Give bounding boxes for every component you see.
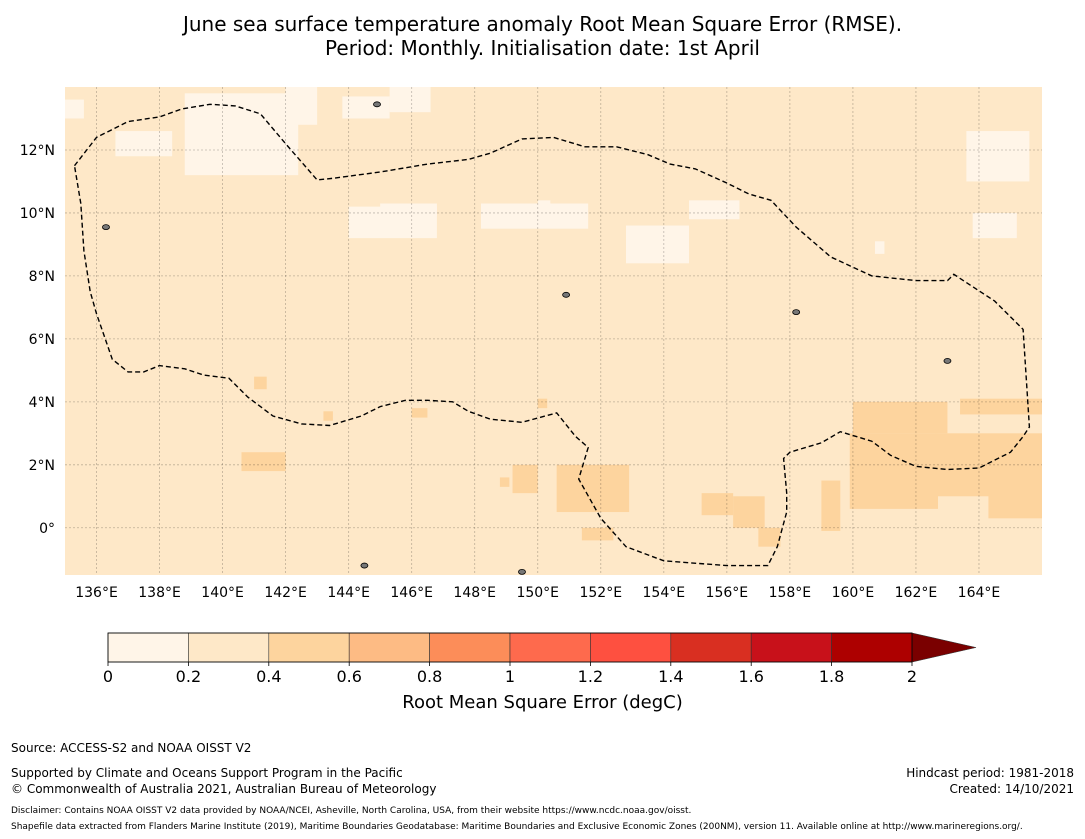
copyright-text: © Commonwealth of Australia 2021, Austra… bbox=[11, 782, 437, 796]
island bbox=[562, 291, 571, 298]
rmse-cell-0.4-0.6 bbox=[254, 376, 267, 390]
rmse-cell-0.4-0.6 bbox=[758, 527, 781, 547]
rmse-cell-0.4-0.6 bbox=[323, 411, 333, 421]
rmse-cell-0.4-0.6 bbox=[537, 398, 548, 409]
source-text: Source: ACCESS-S2 and NOAA OISST V2 bbox=[11, 741, 252, 755]
lat-tick-label: 4°N bbox=[29, 395, 55, 411]
colorbar-tick-label: 0.2 bbox=[176, 667, 201, 686]
lon-tick-label: 164°E bbox=[958, 585, 1001, 601]
rmse-cell-0.4-0.6 bbox=[852, 401, 948, 434]
colorbar-tick-label: 1 bbox=[505, 667, 515, 686]
colorbar-segment bbox=[831, 632, 913, 663]
rmse-cell-0.4-0.6 bbox=[821, 480, 841, 531]
rmse-cell-0-0.2 bbox=[184, 93, 299, 176]
rmse-cell-0-0.2 bbox=[972, 212, 1017, 239]
colorbar-segment bbox=[670, 632, 752, 663]
rmse-cell-0-0.2 bbox=[115, 131, 173, 157]
map-plot-area bbox=[49, 87, 1042, 575]
colorbar-extend-arrow bbox=[911, 632, 977, 663]
rmse-cell-0.4-0.6 bbox=[733, 496, 765, 528]
lon-tick-label: 158°E bbox=[769, 585, 812, 601]
colorbar-tick-label: 2 bbox=[907, 667, 917, 686]
rmse-cell-0.4-0.6 bbox=[411, 408, 428, 418]
lat-tick-label: 6°N bbox=[29, 332, 55, 348]
map-figure: 136°E 138°E 140°E 142°E 144°E 146°E 148°E 150°E… bbox=[20, 87, 1042, 686]
lon-tick-label: 148°E bbox=[453, 585, 496, 601]
shapefile-credit-text: Shapefile data extracted from Flanders M… bbox=[11, 822, 1023, 832]
lon-tick-label: 156°E bbox=[706, 585, 749, 601]
colorbar-segment bbox=[509, 632, 591, 663]
map-layers bbox=[49, 87, 1042, 575]
rmse-cell-0-0.2 bbox=[65, 99, 84, 119]
colorbar-tick-label: 1.6 bbox=[738, 667, 763, 686]
colorbar-segment bbox=[188, 632, 270, 663]
rmse-cell-0.4-0.6 bbox=[849, 433, 938, 509]
colorbar-tick-label: 1.2 bbox=[578, 667, 603, 686]
rmse-cell-0.4-0.6 bbox=[581, 527, 614, 541]
rmse-cell-0.4-0.6 bbox=[241, 452, 286, 472]
colorbar-segment bbox=[107, 632, 189, 663]
lat-tick-label: 0° bbox=[39, 521, 55, 537]
rmse-cell-0-0.2 bbox=[689, 200, 740, 220]
lon-tick-label: 146°E bbox=[390, 585, 433, 601]
rmse-cell-0.4-0.6 bbox=[556, 464, 630, 513]
island bbox=[102, 224, 110, 231]
eez-boundary bbox=[73, 103, 1031, 567]
lat-tick-label: 2°N bbox=[29, 458, 55, 474]
island bbox=[943, 358, 952, 364]
rmse-cell-0-0.2 bbox=[389, 87, 431, 113]
rmse-cell-0-0.2 bbox=[625, 225, 690, 264]
rmse-cell-0.4-0.6 bbox=[701, 493, 734, 516]
lon-tick-label: 138°E bbox=[138, 585, 181, 601]
disclaimer-text: Disclaimer: Contains NOAA OISST V2 data … bbox=[11, 806, 692, 816]
lon-tick-label: 152°E bbox=[579, 585, 622, 601]
rmse-cell-0-0.2 bbox=[481, 203, 589, 229]
colorbar: 0 0.2 0.4 0.6 0.8 1 1.2 1.4 1.6 1.8 2 bbox=[103, 632, 977, 686]
lon-tick-label: 154°E bbox=[643, 585, 686, 601]
lon-tick-label: 136°E bbox=[75, 585, 118, 601]
lon-tick-label: 140°E bbox=[201, 585, 244, 601]
rmse-cell-0.4-0.6 bbox=[512, 464, 538, 494]
support-text: Supported by Climate and Oceans Support … bbox=[11, 766, 403, 780]
colorbar-tick-label: 0.8 bbox=[417, 667, 442, 686]
hindcast-period-text: Hindcast period: 1981-2018 bbox=[906, 766, 1074, 780]
rmse-cell-0-0.2 bbox=[342, 96, 390, 119]
colorbar-segment bbox=[750, 632, 832, 663]
colorbar-tick-label: 0 bbox=[103, 667, 113, 686]
colorbar-segment bbox=[268, 632, 350, 663]
created-date-text: Created: 14/10/2021 bbox=[949, 782, 1074, 796]
rmse-cell-0-0.2 bbox=[874, 241, 885, 254]
rmse-cell-0.4-0.6 bbox=[988, 483, 1042, 519]
island bbox=[518, 568, 526, 575]
island bbox=[792, 309, 801, 316]
colorbar-tick-label: 0.6 bbox=[336, 667, 361, 686]
lon-tick-label: 160°E bbox=[832, 585, 875, 601]
island bbox=[373, 101, 381, 108]
colorbar-segment bbox=[590, 632, 672, 663]
rmse-cell-0-0.2 bbox=[285, 87, 318, 125]
island bbox=[49, 550, 56, 555]
rmse-cell-0-0.2 bbox=[966, 131, 1030, 182]
chart-title-line1: June sea surface temperature anomaly Roo… bbox=[182, 12, 903, 36]
lon-tick-label: 142°E bbox=[264, 585, 307, 601]
rmse-cell-0.4-0.6 bbox=[960, 398, 1042, 415]
lon-tick-label: 150°E bbox=[516, 585, 559, 601]
colorbar-tick-label: 1.4 bbox=[658, 667, 683, 686]
chart-title-line2: Period: Monthly. Initialisation date: 1s… bbox=[325, 36, 760, 60]
lat-tick-label: 8°N bbox=[29, 269, 55, 285]
rmse-cell-0-0.2 bbox=[537, 200, 551, 213]
rmse-cell-0-0.2 bbox=[380, 203, 437, 217]
map-axes: 136°E 138°E 140°E 142°E 144°E 146°E 148°E 150°E… bbox=[20, 143, 1001, 601]
colorbar-segment bbox=[348, 632, 430, 663]
rmse-cell-0.4-0.6 bbox=[499, 477, 510, 487]
lat-tick-label: 12°N bbox=[20, 143, 55, 159]
lon-tick-label: 144°E bbox=[327, 585, 370, 601]
colorbar-tick-label: 1.8 bbox=[819, 667, 844, 686]
lon-tick-label: 162°E bbox=[895, 585, 938, 601]
colorbar-tick-label: 0.4 bbox=[256, 667, 281, 686]
lat-tick-label: 10°N bbox=[20, 206, 55, 222]
colorbar-segment bbox=[429, 632, 511, 663]
island bbox=[360, 562, 369, 569]
colorbar-label: Root Mean Square Error (degC) bbox=[402, 692, 683, 713]
